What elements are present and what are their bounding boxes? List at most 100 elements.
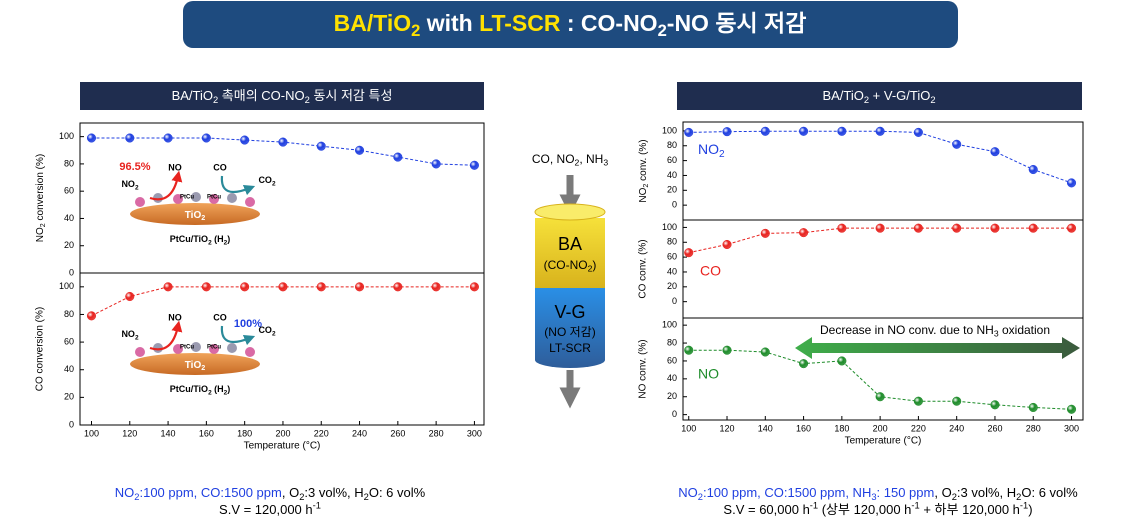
catalyst-label-part: (H <box>212 234 224 244</box>
conditions-part: NO <box>115 485 135 500</box>
conditions-part: 2 <box>698 492 703 502</box>
y-tick-label: 80 <box>667 140 677 150</box>
data-point <box>125 133 135 143</box>
y-tick-label: 20 <box>667 391 677 401</box>
title-banner <box>183 1 958 48</box>
data-point <box>354 145 365 155</box>
plot-frame <box>682 219 1084 319</box>
y-tick-label: 80 <box>667 237 677 247</box>
reactant: CO <box>213 312 227 322</box>
feed-label-part: CO, NO <box>532 152 575 166</box>
conditions-part: 3 <box>871 492 876 502</box>
x-tick-label: 140 <box>161 428 176 438</box>
y-tick-label: 80 <box>64 309 74 319</box>
data-point <box>393 152 403 162</box>
catalyst-label-part: 2 <box>224 239 228 246</box>
x-tick-label: 240 <box>949 423 964 433</box>
x-tick-label: 260 <box>390 428 405 438</box>
support-label-part: TiO <box>185 360 202 371</box>
site: PtCu <box>207 195 221 201</box>
y-tick-label: 80 <box>667 337 677 347</box>
panel-title-part: 2 <box>305 95 310 105</box>
data-point <box>240 135 250 145</box>
catalyst-label-part: ) <box>227 234 230 244</box>
series-label: NO <box>698 366 719 382</box>
y-tick-label: 60 <box>667 155 677 165</box>
conditions-part: :100 ppm, CO:1500 ppm <box>139 485 281 500</box>
panel-title-part: + V-G/TiO <box>869 88 930 103</box>
x-tick-label: 240 <box>352 428 367 438</box>
y-tick-label: 60 <box>64 186 74 196</box>
title-part: BA/TiO <box>334 10 412 36</box>
x-tick-label: 180 <box>834 423 849 433</box>
x-axis-label: Temperature (°C) <box>244 441 321 452</box>
catalyst-label-part: PtCu/TiO <box>170 384 208 394</box>
metal-particle <box>173 344 183 354</box>
y-tick-label: 40 <box>667 266 677 276</box>
panel-title-part: 촉매의 CO-NO <box>218 88 304 103</box>
data-point <box>316 141 326 151</box>
support <box>130 353 260 375</box>
data-point <box>684 127 694 137</box>
data-point <box>837 126 847 136</box>
x-axis-label: Temperature (°C) <box>845 436 922 447</box>
conditions-part: 2 <box>1016 492 1021 502</box>
data-point <box>799 126 809 136</box>
catalyst-label-part: 2 <box>208 239 212 246</box>
annotation-arrow <box>795 337 1080 359</box>
space-velocity-part: -1 <box>911 501 919 511</box>
data-point <box>431 159 441 169</box>
title-part: LT-SCR <box>479 10 561 36</box>
y-tick-label: 60 <box>667 251 677 261</box>
reactor-lower-role: (NO 저감) <box>544 325 595 339</box>
data-point <box>469 160 479 170</box>
conditions: NO2:100 ppm, CO:1500 ppm, NH3: 150 ppm, … <box>678 485 1078 502</box>
data-point <box>469 282 479 292</box>
data-point <box>1066 223 1077 233</box>
catalyst-label: PtCu/TiO2 (H2) <box>170 384 231 396</box>
data-point <box>1028 164 1038 175</box>
no2-arrow <box>149 320 183 351</box>
conditions-part: O: 6 vol% <box>369 485 426 500</box>
data-point <box>201 133 211 143</box>
y-tick-label: 100 <box>662 222 677 232</box>
metal-particle <box>245 197 255 207</box>
y-tick-label: 0 <box>672 296 677 306</box>
title-part: 2 <box>658 21 667 40</box>
metal-particle <box>245 347 255 357</box>
data-point <box>875 392 885 402</box>
data-point <box>837 223 847 233</box>
y-tick-label: 100 <box>59 131 74 141</box>
reactant-part: 2 <box>135 184 139 191</box>
y-axis-label: CO conv. (%) <box>638 239 649 298</box>
panel-title: BA/TiO2 촉매의 CO-NO2 동시 저감 특성 <box>172 88 393 105</box>
conversion-rate: 96.5% <box>119 161 150 173</box>
space-velocity-part: S.V = 60,000 h <box>723 502 809 517</box>
y-axis-label-part: 2 <box>641 184 650 188</box>
support-label-part: 2 <box>201 213 205 222</box>
series-label: NO2 <box>698 141 725 160</box>
title-part: 2 <box>411 21 420 40</box>
annotation-part: 3 <box>994 329 999 339</box>
data-point <box>240 282 250 292</box>
series-label-part: 2 <box>719 149 725 160</box>
conditions-part: :3 vol%, H <box>304 485 363 500</box>
feed-label-part: , NH <box>579 152 603 166</box>
y-tick-label: 60 <box>667 355 677 365</box>
product-part: CO <box>258 325 272 335</box>
x-tick-label: 140 <box>758 423 773 433</box>
x-tick-label: 120 <box>122 428 137 438</box>
conditions-part: NO <box>678 485 698 500</box>
catalyst-label-part: 2 <box>208 389 212 396</box>
product-part: CO <box>258 175 272 185</box>
y-tick-label: 0 <box>672 409 677 419</box>
conditions-part: : 150 ppm <box>877 485 935 500</box>
reactant: NO2 <box>121 179 139 191</box>
metal-particle <box>153 193 163 203</box>
x-tick-label: 160 <box>796 423 811 433</box>
data-point <box>952 396 962 406</box>
data-point <box>125 291 135 302</box>
data-point <box>913 396 923 406</box>
data-point <box>990 400 1000 410</box>
conditions-part: O: 6 vol% <box>1021 485 1078 500</box>
